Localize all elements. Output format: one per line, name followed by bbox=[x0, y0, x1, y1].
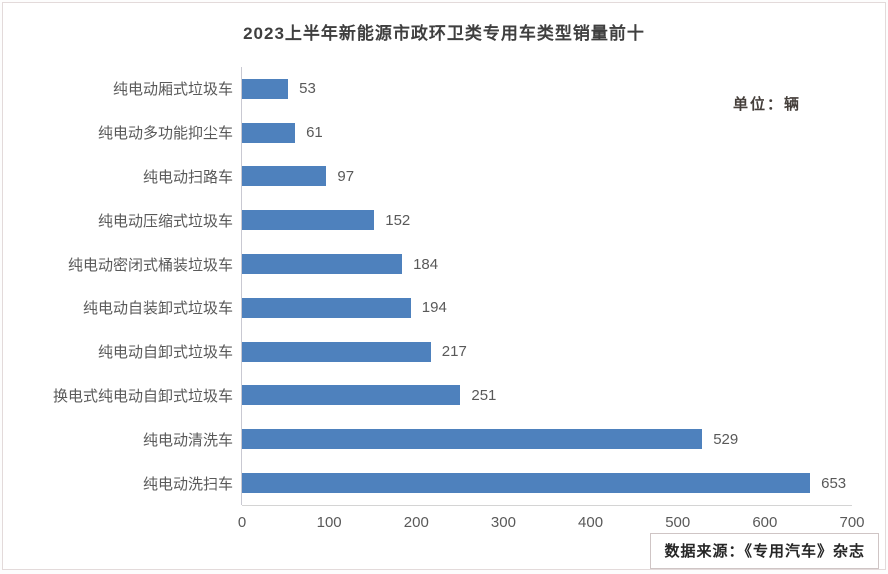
bar bbox=[242, 341, 431, 362]
bar-track: 53 bbox=[241, 67, 851, 111]
category-label: 纯电动多功能抑尘车 bbox=[97, 125, 233, 143]
category-label: 纯电动厢式垃圾车 bbox=[112, 81, 233, 99]
bar bbox=[242, 78, 289, 99]
category-label: 纯电动清洗车 bbox=[142, 431, 233, 449]
unit-label: 单位：辆 bbox=[732, 96, 801, 113]
x-tick-label: 600 bbox=[752, 514, 778, 531]
value-label: 194 bbox=[421, 299, 447, 317]
x-tick-label: 200 bbox=[403, 514, 429, 531]
x-axis-line bbox=[242, 505, 852, 506]
bar-row: 纯电动压缩式垃圾车 152 bbox=[29, 198, 851, 243]
value-label: 53 bbox=[299, 80, 316, 98]
bar-row: 纯电动扫路车 97 bbox=[29, 154, 851, 199]
bar bbox=[242, 210, 375, 231]
category-label: 纯电动扫路车 bbox=[142, 168, 233, 186]
bar-row: 换电式纯电动自卸式垃圾车 251 bbox=[29, 373, 851, 418]
value-label: 251 bbox=[471, 386, 497, 404]
value-label: 184 bbox=[413, 255, 439, 273]
x-tick-label: 700 bbox=[839, 514, 865, 531]
x-tick-label: 500 bbox=[665, 514, 691, 531]
bar bbox=[242, 166, 327, 187]
bar-row: 纯电动多功能抑尘车 61 bbox=[29, 110, 851, 155]
bar-row: 纯电动洗扫车 653 bbox=[29, 461, 851, 505]
bar-track: 217 bbox=[241, 329, 851, 374]
bar bbox=[242, 385, 461, 406]
category-label: 纯电动压缩式垃圾车 bbox=[97, 212, 233, 230]
bar bbox=[242, 473, 811, 494]
bar-track: 61 bbox=[241, 110, 851, 155]
value-label: 653 bbox=[821, 474, 847, 492]
x-tick-label: 300 bbox=[490, 514, 516, 531]
bar-track: 184 bbox=[241, 242, 851, 286]
x-tick-label: 100 bbox=[316, 514, 342, 531]
bar bbox=[242, 254, 403, 275]
chart-title: 2023上半年新能源市政环卫类专用车类型销量前十 bbox=[243, 24, 645, 43]
bar-track: 194 bbox=[241, 285, 851, 330]
bar-row: 纯电动自装卸式垃圾车 194 bbox=[29, 285, 851, 330]
data-source-label: 数据来源：《专用汽车》杂志 bbox=[650, 533, 879, 569]
bar bbox=[242, 122, 296, 143]
bar-row: 纯电动密闭式桶装垃圾车 184 bbox=[29, 242, 851, 286]
category-label: 纯电动自卸式垃圾车 bbox=[97, 344, 233, 362]
bar-chart: 纯电动厢式垃圾车 53 纯电动多功能抑尘车 61 纯电动扫路车 97 纯电动压缩式垃圾车 15… bbox=[29, 67, 851, 505]
x-tick-label: 400 bbox=[578, 514, 604, 531]
bar bbox=[242, 429, 703, 450]
value-label: 217 bbox=[441, 343, 467, 361]
value-label: 61 bbox=[306, 124, 323, 142]
category-label: 换电式纯电动自卸式垃圾车 bbox=[52, 387, 233, 405]
category-label: 纯电动洗扫车 bbox=[142, 475, 233, 493]
bar-track: 152 bbox=[241, 198, 851, 243]
value-label: 152 bbox=[385, 211, 411, 229]
bar-row: 纯电动厢式垃圾车 53 bbox=[29, 67, 851, 111]
value-label: 97 bbox=[337, 167, 355, 185]
category-label: 纯电动密闭式桶装垃圾车 bbox=[67, 256, 233, 274]
bar-row: 纯电动清洗车 529 bbox=[29, 417, 851, 462]
bar-row: 纯电动自卸式垃圾车 217 bbox=[29, 329, 851, 374]
category-label: 纯电动自装卸式垃圾车 bbox=[82, 300, 233, 318]
x-tick-label: 0 bbox=[237, 514, 247, 531]
value-label: 529 bbox=[713, 430, 739, 448]
bar-track: 529 bbox=[241, 417, 851, 462]
bar-track: 653 bbox=[241, 461, 851, 505]
bar-track: 251 bbox=[241, 373, 851, 418]
bar bbox=[242, 297, 411, 318]
bar-track: 97 bbox=[241, 154, 851, 199]
